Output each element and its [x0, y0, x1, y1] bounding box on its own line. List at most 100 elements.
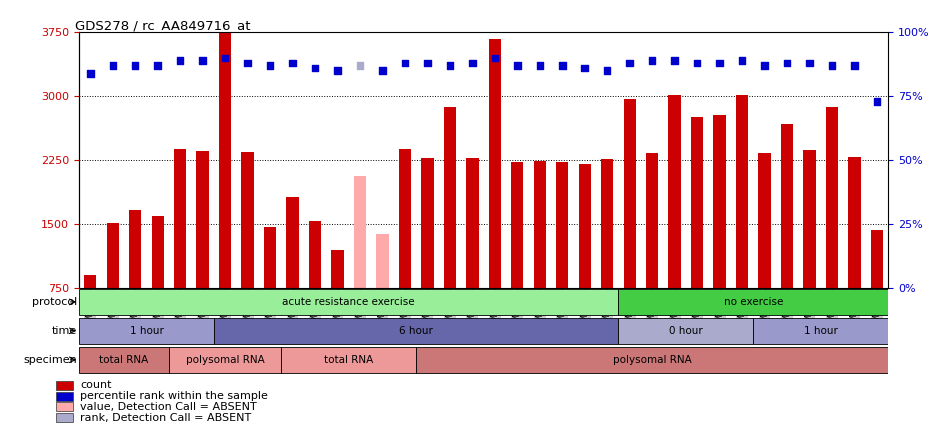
- Point: [195, 57, 210, 64]
- Bar: [466, 158, 479, 288]
- Point: [712, 60, 727, 66]
- Bar: [618, 318, 753, 345]
- Bar: [618, 289, 888, 316]
- Bar: [309, 221, 321, 288]
- Text: 1 hour: 1 hour: [804, 326, 838, 336]
- Bar: [219, 33, 232, 288]
- Point: [420, 60, 435, 66]
- Text: 6 hour: 6 hour: [399, 326, 433, 336]
- Text: value, Detection Call = ABSENT: value, Detection Call = ABSENT: [80, 402, 257, 412]
- Bar: [534, 161, 546, 288]
- Point: [240, 60, 255, 66]
- Bar: [152, 216, 164, 288]
- Text: protocol: protocol: [32, 297, 77, 307]
- Text: count: count: [80, 380, 112, 390]
- Bar: [242, 152, 254, 288]
- Bar: [56, 392, 73, 400]
- Bar: [488, 39, 501, 288]
- Point: [578, 65, 592, 72]
- Text: specimen: specimen: [23, 355, 77, 365]
- Bar: [421, 158, 433, 288]
- Bar: [691, 117, 703, 288]
- Text: percentile rank within the sample: percentile rank within the sample: [80, 391, 268, 401]
- Bar: [736, 95, 749, 288]
- Bar: [758, 153, 771, 288]
- Point: [127, 62, 142, 69]
- Bar: [556, 162, 568, 288]
- Text: polysomal RNA: polysomal RNA: [186, 355, 264, 365]
- Point: [443, 62, 458, 69]
- Point: [262, 62, 277, 69]
- Bar: [79, 318, 214, 345]
- Bar: [264, 227, 276, 288]
- Bar: [623, 99, 636, 288]
- Point: [397, 60, 412, 66]
- Point: [802, 60, 817, 66]
- Bar: [646, 153, 658, 288]
- Bar: [281, 347, 417, 374]
- Text: total RNA: total RNA: [100, 355, 149, 365]
- Point: [600, 67, 615, 74]
- Text: acute resistance exercise: acute resistance exercise: [283, 297, 415, 307]
- Point: [622, 60, 637, 66]
- Bar: [781, 124, 793, 288]
- Point: [218, 55, 232, 61]
- Bar: [286, 197, 299, 288]
- Bar: [713, 115, 725, 288]
- Point: [847, 62, 862, 69]
- Bar: [826, 106, 838, 288]
- Point: [105, 62, 120, 69]
- Bar: [578, 164, 591, 288]
- Bar: [214, 318, 618, 345]
- Text: no exercise: no exercise: [724, 297, 783, 307]
- Point: [735, 57, 750, 64]
- Point: [825, 62, 840, 69]
- Bar: [417, 347, 888, 374]
- Point: [83, 70, 98, 77]
- Point: [532, 62, 547, 69]
- Text: 0 hour: 0 hour: [669, 326, 703, 336]
- Bar: [753, 318, 888, 345]
- Point: [352, 62, 367, 69]
- Bar: [848, 157, 860, 288]
- Bar: [79, 347, 169, 374]
- Bar: [377, 234, 389, 288]
- Bar: [196, 151, 209, 288]
- Text: GDS278 / rc_AA849716_at: GDS278 / rc_AA849716_at: [75, 19, 250, 32]
- Bar: [56, 413, 73, 422]
- Bar: [870, 230, 883, 288]
- Text: polysomal RNA: polysomal RNA: [613, 355, 692, 365]
- Point: [870, 98, 884, 105]
- Point: [779, 60, 794, 66]
- Point: [555, 62, 570, 69]
- Text: time: time: [51, 326, 77, 336]
- Bar: [84, 275, 97, 288]
- Point: [690, 60, 705, 66]
- Point: [375, 67, 390, 74]
- Bar: [601, 159, 614, 288]
- Bar: [107, 223, 119, 288]
- Point: [644, 57, 659, 64]
- Text: rank, Detection Call = ABSENT: rank, Detection Call = ABSENT: [80, 413, 251, 423]
- Point: [667, 57, 682, 64]
- Bar: [512, 162, 524, 288]
- Bar: [79, 289, 618, 316]
- Point: [173, 57, 188, 64]
- Bar: [169, 347, 281, 374]
- Bar: [331, 250, 344, 288]
- Text: total RNA: total RNA: [325, 355, 373, 365]
- Bar: [56, 403, 73, 412]
- Bar: [399, 149, 411, 288]
- Point: [308, 65, 323, 72]
- Point: [330, 67, 345, 74]
- Bar: [56, 381, 73, 390]
- Point: [151, 62, 166, 69]
- Bar: [804, 150, 816, 288]
- Point: [286, 60, 300, 66]
- Bar: [669, 95, 681, 288]
- Point: [487, 55, 502, 61]
- Bar: [174, 149, 186, 288]
- Point: [465, 60, 480, 66]
- Bar: [353, 176, 366, 288]
- Point: [757, 62, 772, 69]
